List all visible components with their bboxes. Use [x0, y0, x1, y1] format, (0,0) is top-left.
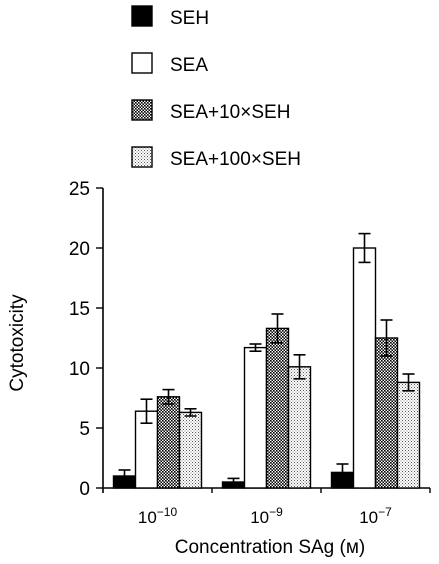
- y-axis-label: Cytotoxicity: [7, 294, 28, 392]
- y-tick-label: 5: [79, 419, 90, 440]
- bar: [374, 337, 399, 489]
- axes: 0 5 10 15 20 25 10−10 10−9 10−7: [69, 179, 431, 527]
- x-axis-label: Concentration SAg (м): [175, 537, 365, 558]
- legend-swatch: [131, 146, 153, 168]
- legend-label: SEA: [170, 55, 208, 76]
- y-tick-label: 15: [69, 299, 90, 320]
- bar: [178, 411, 203, 489]
- bar: [352, 247, 377, 489]
- x-tick-label: 10−7: [359, 505, 392, 527]
- error-bars: [118, 232, 415, 487]
- bar: [265, 327, 290, 489]
- bars: [112, 247, 421, 489]
- y-tick-label: 0: [79, 479, 90, 500]
- legend-label: SEH: [170, 8, 209, 29]
- bar: [287, 366, 312, 489]
- legend-swatch: [131, 99, 153, 121]
- legend-label: SEA+100×SEH: [170, 149, 301, 170]
- legend-swatch: [131, 5, 153, 27]
- legend-swatch: [131, 52, 153, 74]
- bar: [243, 346, 268, 489]
- y-tick-label: 10: [69, 359, 90, 380]
- x-tick-label: 10−9: [250, 505, 283, 527]
- bar: [396, 381, 421, 489]
- legend: SEH SEA SEA+10×SEH SEA+100×SEH: [131, 5, 301, 170]
- y-tick-label: 20: [69, 239, 90, 260]
- y-tick-label: 25: [69, 179, 90, 200]
- legend-label: SEA+10×SEH: [170, 102, 290, 123]
- x-tick-label: 10−10: [138, 505, 178, 527]
- bar: [156, 396, 181, 489]
